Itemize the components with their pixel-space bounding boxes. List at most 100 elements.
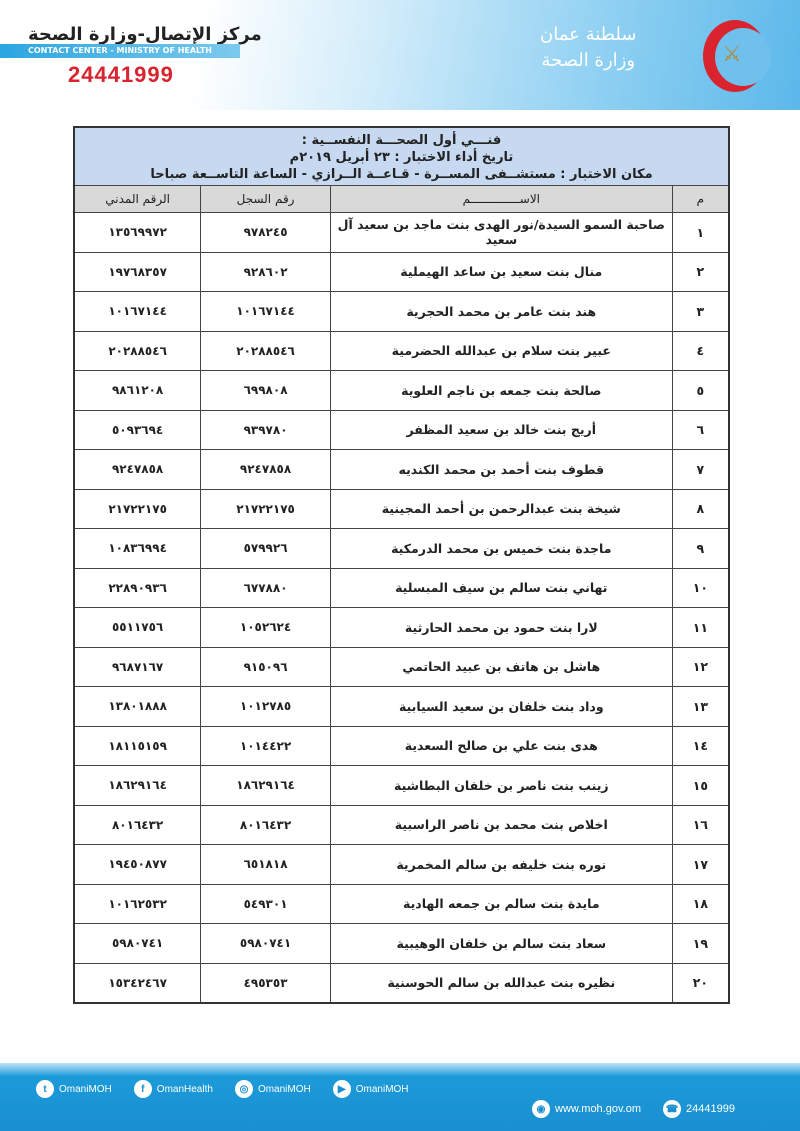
row-reg-number: ٩٧٨٢٤٥	[200, 212, 331, 253]
row-reg-number: ٩٢٤٧٨٥٨	[200, 449, 331, 490]
row-civil-number: ١٨٦٢٩١٦٤	[73, 765, 202, 806]
col-civil: الرقم المدني	[73, 185, 202, 213]
social-link[interactable]: ◎ OmaniMOH	[234, 1080, 311, 1098]
row-reg-number: ٦٧٧٨٨٠	[200, 567, 331, 608]
row-reg-number: ٨٠١٦٤٣٢	[200, 804, 331, 845]
row-civil-number: ٩٨٦١٢٠٨	[73, 370, 202, 411]
row-index: ٤	[671, 330, 730, 371]
row-reg-number: ٩١٥٠٩٦	[200, 646, 331, 687]
col-reg: رقم السجل	[200, 185, 331, 213]
row-name: عبير بنت سلام بن عبدالله الحضرمية	[329, 330, 673, 371]
row-civil-number: ٩٢٤٧٨٥٨	[73, 449, 202, 490]
row-reg-number: ١٠١٦٧١٤٤	[200, 291, 331, 332]
website-link[interactable]: www.moh.gov.om	[555, 1103, 641, 1115]
row-name: سعاد بنت سالم بن خلفان الوهيبية	[329, 923, 673, 964]
row-civil-number: ١٠٨٣٦٩٩٤	[73, 528, 202, 569]
row-civil-number: ٥٩٨٠٧٤١	[73, 923, 202, 964]
contact-center-english: CONTACT CENTER - MINISTRY OF HEALTH	[0, 44, 240, 58]
row-index: ١٤	[671, 725, 730, 766]
social-link[interactable]: t OmaniMOH	[36, 1080, 112, 1098]
social-link[interactable]: ▶ OmaniMOH	[332, 1080, 409, 1098]
row-name: أريج بنت خالد بن سعيد المظفر	[329, 409, 673, 450]
row-reg-number: ٦٩٩٨٠٨	[200, 370, 331, 411]
row-name: نوره بنت خليفه بن سالم المخمرية	[329, 844, 673, 885]
row-reg-number: ١٠١٤٤٢٢	[200, 725, 331, 766]
row-reg-number: ٩٢٨٦٠٢	[200, 251, 331, 292]
row-name: زينب بنت ناصر بن خلفان البطاشية	[329, 765, 673, 806]
logo-line-1: سلطنة عمان	[540, 24, 637, 45]
row-civil-number: ٥٠٩٣٦٩٤	[73, 409, 202, 450]
row-index: ٥	[671, 370, 730, 411]
table-row: ٣ هند بنت عامر بن محمد الحجرية ١٠١٦٧١٤٤ ١٠١…	[73, 291, 730, 332]
social-link[interactable]: f OmanHealth	[133, 1080, 213, 1098]
row-civil-number: ١٠١٦٢٥٣٢	[73, 883, 202, 924]
row-name: اخلاص بنت محمد بن ناصر الراسبية	[329, 804, 673, 845]
row-name: مايدة بنت سالم بن جمعه الهادية	[329, 883, 673, 924]
exam-date: تاريخ أداء الاختبار : ٢٣ أبريل ٢٠١٩م	[289, 150, 514, 165]
col-index: م	[671, 185, 730, 213]
table-title-block: فنـــي أول الصحـــة النفســية : تاريخ أد…	[73, 126, 730, 186]
row-civil-number: ١٣٨٠١٨٨٨	[73, 686, 202, 727]
row-reg-number: ١٠١٢٧٨٥	[200, 686, 331, 727]
row-reg-number: ١٨٦٢٩١٦٤	[200, 765, 331, 806]
row-name: تهاني بنت سالم بن سيف المبسلية	[329, 567, 673, 608]
row-reg-number: ٩٣٩٧٨٠	[200, 409, 331, 450]
row-civil-number: ٩٦٨٧١٦٧	[73, 646, 202, 687]
table-row: ١٦ اخلاص بنت محمد بن ناصر الراسبية ٨٠١٦٤٣٢…	[73, 804, 730, 845]
instagram-icon: ◎	[234, 1080, 253, 1098]
header-phone: 24441999	[68, 62, 174, 87]
row-reg-number: ٦٥١٨١٨	[200, 844, 331, 885]
row-index: ٢	[671, 251, 730, 292]
row-index: ١٧	[671, 844, 730, 885]
phone-icon: ☎	[663, 1100, 681, 1118]
row-index: ١٣	[671, 686, 730, 727]
table-row: ٦ أريج بنت خالد بن سعيد المظفر ٩٣٩٧٨٠ ٥٠٩٣٦…	[73, 409, 730, 450]
row-civil-number: ٢١٧٢٢١٧٥	[73, 488, 202, 529]
row-name: صاحبة السمو السيدة/نور الهدى بنت ماجد بن…	[329, 212, 673, 253]
social-label: OmanHealth	[156, 1083, 213, 1095]
page-footer	[0, 1063, 800, 1131]
row-name: هند بنت عامر بن محمد الحجرية	[329, 291, 673, 332]
row-name: منال بنت سعيد بن ساعد الهيملية	[329, 251, 673, 292]
social-label: OmaniMOH	[355, 1083, 409, 1095]
ministry-logo-text: سلطنة عمان وزارة الصحة	[540, 22, 636, 74]
table-row: ١٣ وداد بنت خلفان بن سعيد السيابية ١٠١٢٧٨٥…	[73, 686, 730, 727]
row-name: ماجدة بنت خميس بن محمد الدرمكية	[329, 528, 673, 569]
twitter-icon: t	[36, 1080, 54, 1098]
row-reg-number: ٥٩٨٠٧٤١	[200, 923, 331, 964]
row-name: هاشل بن هاتف بن عبيد الحاتمي	[329, 646, 673, 687]
table-row: ١٠ تهاني بنت سالم بن سيف المبسلية ٦٧٧٨٨٠ ٢٢…	[73, 567, 730, 608]
row-civil-number: ١٩٤٥٠٨٧٧	[73, 844, 202, 885]
row-civil-number: ١٠١٦٧١٤٤	[73, 291, 202, 332]
row-index: ١٩	[671, 923, 730, 964]
youtube-icon: ▶	[332, 1080, 351, 1098]
row-civil-number: ١٣٥٦٩٩٧٢	[73, 212, 202, 253]
footer-contact: ◉ www.moh.gov.om ☎ 24441999	[532, 1100, 735, 1118]
globe-icon: ◉	[532, 1100, 550, 1118]
row-civil-number: ١٨١١٥١٥٩	[73, 725, 202, 766]
khanjar-emblem-icon: ⚔	[722, 42, 742, 67]
row-reg-number: ٤٩٥٣٥٣	[200, 962, 331, 1003]
table-row: ٢٠ نظيره بنت عبدالله بن سالم الحوسنية ٤٩٥٣…	[73, 962, 730, 1003]
table-row: ٤ عبير بنت سلام بن عبدالله الحضرمية ٢٠٢٨٨٥…	[73, 330, 730, 371]
table-row: ١٢ هاشل بن هاتف بن عبيد الحاتمي ٩١٥٠٩٦ ٩٦٨٧…	[73, 646, 730, 687]
exam-place: مكان الاختبار : مستشــفى المســرة - قـاع…	[150, 167, 653, 182]
row-reg-number: ٢٠٢٨٨٥٤٦	[200, 330, 331, 371]
row-reg-number: ٥٧٩٩٢٦	[200, 528, 331, 569]
footer-phone: 24441999	[686, 1103, 735, 1115]
table-row: ٩ ماجدة بنت خميس بن محمد الدرمكية ٥٧٩٩٢٦ ١٠…	[73, 528, 730, 569]
table-row: ١ صاحبة السمو السيدة/نور الهدى بنت ماجد ب…	[73, 212, 730, 253]
row-index: ٢٠	[671, 962, 730, 1003]
row-index: ٨	[671, 488, 730, 529]
row-reg-number: ١٠٥٢٦٢٤	[200, 607, 331, 648]
row-index: ٦	[671, 409, 730, 450]
row-index: ٩	[671, 528, 730, 569]
table-row: ١٤ هدى بنت علي بن صالح السعدية ١٠١٤٤٢٢ ١٨١١…	[73, 725, 730, 766]
row-index: ٣	[671, 291, 730, 332]
table-row: ١٥ زينب بنت ناصر بن خلفان البطاشية ١٨٦٢٩١٦…	[73, 765, 730, 806]
row-index: ١١	[671, 607, 730, 648]
row-civil-number: ٥٥١١٧٥٦	[73, 607, 202, 648]
row-civil-number: ٨٠١٦٤٣٢	[73, 804, 202, 845]
table-row: ٥ صالحة بنت جمعه بن ناجم العلوية ٦٩٩٨٠٨ ٩٨٦…	[73, 370, 730, 411]
row-civil-number: ٢٢٨٩٠٩٣٦	[73, 567, 202, 608]
